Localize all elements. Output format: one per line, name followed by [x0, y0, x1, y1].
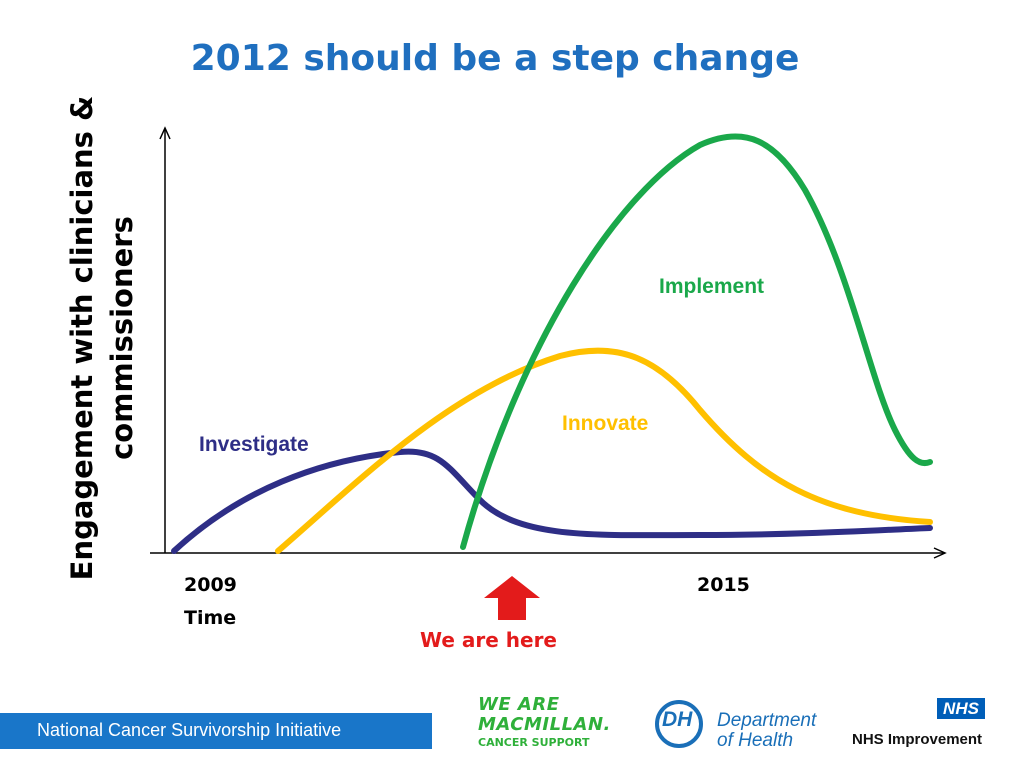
y-axis-arrowhead — [159, 126, 171, 140]
nhs-improvement-text: NHS Improvement — [852, 731, 983, 748]
macmillan-logo-line1: WE ARE — [478, 694, 560, 715]
footer-bar — [0, 713, 432, 749]
dh-line1: Department — [717, 710, 817, 731]
we-are-here-label: We are here — [420, 628, 557, 652]
we-are-here-arrow — [484, 576, 540, 620]
innovate-label: Innovate — [562, 412, 649, 435]
investigate-curve — [171, 448, 933, 554]
x-tick-2015: 2015 — [697, 574, 750, 596]
x-axis-arrowhead — [933, 547, 947, 559]
investigate-label: Investigate — [199, 433, 309, 456]
macmillan-logo-line3: CANCER SUPPORT — [478, 736, 590, 749]
innovate-curve — [275, 347, 933, 554]
x-tick-2009: 2009 — [184, 574, 237, 596]
slide-title: 2012 should be a step change — [190, 38, 800, 79]
dh-circle-icon — [655, 700, 703, 748]
footer-text: National Cancer Survivorship Initiative — [37, 720, 342, 740]
dh-mark: DH — [662, 708, 693, 731]
implement-curve — [460, 133, 933, 550]
nhs-mark: NHS — [937, 698, 985, 719]
x-axis-label-time: Time — [184, 607, 237, 629]
dh-line2: of Health — [717, 730, 794, 751]
implement-label: Implement — [659, 275, 765, 298]
macmillan-logo-line2: MACMILLAN. — [478, 714, 611, 735]
